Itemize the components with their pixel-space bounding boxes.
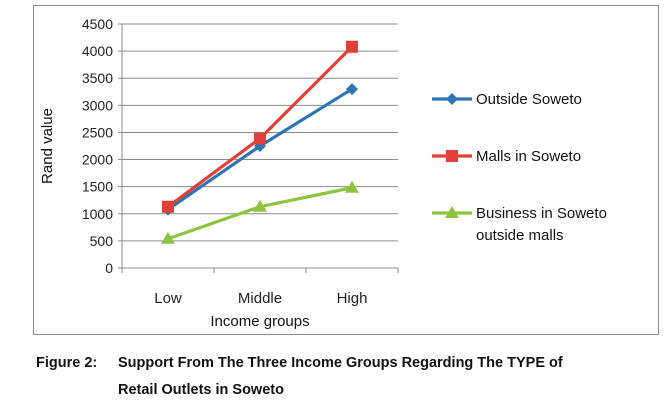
y-tick-label: 0 xyxy=(105,260,113,276)
legend-label-2: Business in Soweto xyxy=(476,205,607,222)
series-line-1 xyxy=(167,45,354,209)
y-tick-label: 2500 xyxy=(82,124,113,140)
data-point-series-1 xyxy=(254,132,266,145)
figure-label: Figure 2: xyxy=(36,355,98,371)
legend-label-2: outside malls xyxy=(476,227,564,244)
y-tick-label: 2000 xyxy=(82,152,113,168)
legend-swatch-marker-0 xyxy=(446,93,458,105)
data-point-series-2 xyxy=(253,199,267,212)
y-tick-label: 500 xyxy=(90,233,114,249)
legend-label-0: Outside Soweto xyxy=(476,91,582,108)
figure-caption-line-1: Support From The Three Income Groups Reg… xyxy=(118,355,563,371)
data-point-series-0 xyxy=(346,83,358,96)
legend-swatch-marker-2 xyxy=(445,206,459,218)
data-point-series-2 xyxy=(345,180,359,193)
y-tick-label: 4500 xyxy=(82,16,113,32)
y-tick-label: 1000 xyxy=(82,206,113,222)
series-line-2 xyxy=(167,186,353,241)
data-point-series-1 xyxy=(346,40,358,53)
y-tick-label: 4000 xyxy=(82,43,113,59)
legend-label-1: Malls in Soweto xyxy=(476,148,581,165)
chart-frame xyxy=(33,5,659,335)
legend-swatch-marker-1 xyxy=(446,150,458,162)
data-point-series-2 xyxy=(161,231,175,244)
x-tick-label: Low xyxy=(154,290,182,307)
line-chart: 0 500 1000 1500 2000 2500 3000 3500 4000 4500 Low M… xyxy=(39,16,607,330)
y-tick-label: 3500 xyxy=(82,70,113,86)
y-tick-label: 3000 xyxy=(82,97,113,113)
figure-caption-line-2: Retail Outlets in Soweto xyxy=(118,382,284,398)
x-tick-label: High xyxy=(337,290,368,307)
data-point-series-1 xyxy=(162,200,174,213)
y-tick-label: 1500 xyxy=(82,179,113,195)
x-tick-label: Middle xyxy=(238,290,282,307)
y-axis-title: Rand value xyxy=(39,108,56,184)
x-axis-title: Income groups xyxy=(210,313,309,330)
